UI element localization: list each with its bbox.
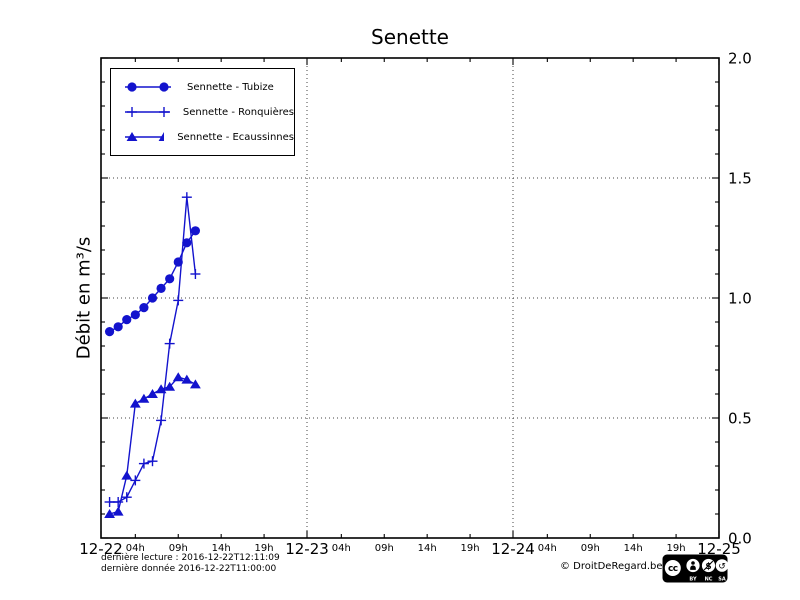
legend-marker-plus-icon	[125, 107, 170, 117]
marker-circle	[190, 226, 201, 236]
chart-title: Senette	[371, 25, 449, 49]
marker-triangle	[121, 470, 133, 480]
legend: Sennette - Tubize Sennette - Ronquières …	[110, 68, 295, 156]
marker-circle	[159, 82, 169, 92]
marker-circle	[165, 274, 175, 284]
y-tick-label: 1.5	[728, 170, 752, 188]
marker-circle	[130, 310, 140, 320]
last-read-text: dernière lecture : 2016-12-22T12:11:09	[101, 553, 280, 563]
footer-notes: dernière lecture : 2016-12-22T12:11:09 d…	[101, 553, 280, 575]
badge-sa-label: SA	[718, 577, 726, 583]
marker-circle	[127, 82, 137, 92]
y-tick-label: 0.5	[728, 410, 752, 428]
x-hour-label: 14h	[624, 543, 643, 554]
legend-item: Sennette - Ronquières	[122, 105, 294, 119]
x-hour-label: 19h	[667, 543, 686, 554]
marker-triangle	[172, 372, 184, 382]
marker-triangle	[104, 509, 115, 518]
x-hour-label: 04h	[126, 543, 145, 554]
legend-item: Sennette - Ecaussinnes	[122, 130, 294, 144]
x-day-label: 12-25	[697, 540, 741, 558]
y-tick-label: 2.0	[728, 50, 752, 68]
sa-arrow-icon	[715, 559, 728, 572]
legend-label: Sennette - Ronquières	[182, 106, 294, 118]
x-hour-label: 09h	[375, 543, 394, 554]
marker-circle	[147, 293, 158, 303]
legend-label: Sennette - Tubize	[187, 81, 274, 93]
x-day-label: 12-22	[79, 540, 123, 558]
marker-circle	[122, 315, 132, 325]
x-hour-label: 14h	[212, 543, 231, 554]
x-day-label: 12-23	[285, 540, 329, 558]
marker-triangle	[190, 379, 201, 389]
marker-circle	[113, 322, 123, 332]
marker-circle	[104, 327, 115, 337]
legend-item: Sennette - Tubize	[122, 80, 294, 94]
legend-label: Sennette - Ecaussinnes	[177, 131, 294, 143]
legend-marker-triangle-icon	[125, 132, 165, 141]
x-day-label: 12-24	[491, 540, 535, 558]
marker-triangle	[126, 132, 138, 141]
x-hour-label: 09h	[169, 543, 188, 554]
x-hour-label: 19h	[255, 543, 274, 554]
y-tick-label: 1.0	[728, 290, 752, 308]
plot-frame	[100, 57, 720, 539]
sa-arrow-glyph: ↺	[718, 562, 726, 572]
x-hour-label: 19h	[461, 543, 480, 554]
by-person-head	[691, 561, 695, 565]
series-circle	[104, 226, 201, 337]
marker-triangle	[138, 393, 150, 403]
last-data-text: dernière donnée 2016-12-22T11:00:00	[101, 564, 277, 574]
nc-slash	[703, 560, 714, 571]
x-hour-label: 04h	[332, 543, 351, 554]
marker-circle	[173, 257, 183, 267]
marker-triangle	[112, 506, 124, 516]
cc-license-badge: cc $ ↺ BY NC SA	[662, 554, 728, 583]
copyright-text: © DroitDeRegard.be	[560, 561, 663, 572]
by-person-body	[690, 565, 696, 570]
marker-circle	[182, 238, 192, 248]
marker-triangle	[155, 384, 167, 394]
y-tick-label: 0.0	[728, 530, 752, 548]
series-triangle	[104, 372, 201, 518]
nc-dollar-glyph: $	[705, 562, 711, 572]
marker-triangle	[164, 381, 176, 391]
cc-icon	[664, 560, 681, 576]
marker-circle	[156, 283, 166, 293]
y-axis-label: Débit en m³/s	[73, 236, 95, 360]
badge-nc-label: NC	[705, 577, 713, 583]
marker-triangle	[158, 132, 165, 141]
marker-triangle	[129, 398, 141, 408]
series-plus	[104, 192, 201, 507]
legend-marker-circle-icon	[125, 82, 171, 92]
marker-triangle	[147, 389, 158, 398]
marker-circle	[139, 303, 149, 313]
x-hour-label: 09h	[581, 543, 600, 554]
x-hour-label: 04h	[538, 543, 557, 554]
cc-icon-text: cc	[668, 564, 678, 574]
marker-triangle	[181, 374, 193, 384]
badge-by-label: BY	[689, 577, 697, 583]
x-hour-label: 14h	[418, 543, 437, 554]
